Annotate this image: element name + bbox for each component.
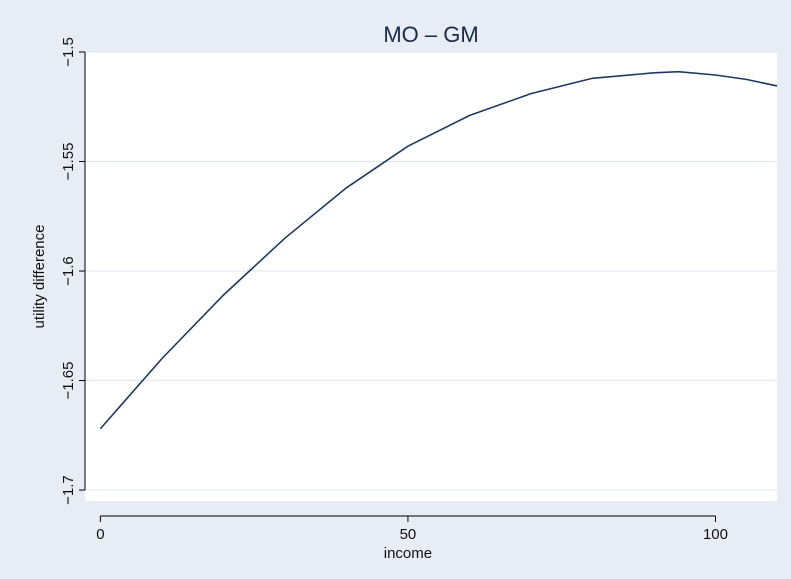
x-tick-label: 0 (96, 526, 104, 543)
x-tick-label: 50 (400, 526, 417, 543)
grid-lines (85, 51, 777, 491)
y-tick-label: −1.7 (60, 475, 77, 505)
y-axis: −1.5 −1.55 −1.6 −1.65 −1.7 (60, 37, 86, 505)
plot-area (85, 52, 777, 501)
x-axis-label: income (384, 545, 432, 562)
y-tick-label: −1.6 (60, 256, 77, 286)
y-axis-label: utility difference (31, 225, 48, 329)
chart-title: MO – GM (383, 22, 478, 47)
y-tick-label: −1.65 (60, 362, 77, 400)
x-axis: 0 50 100 (96, 515, 728, 543)
x-tick-label: 100 (703, 526, 728, 543)
series-line (99, 70, 778, 430)
y-tick-label: −1.5 (60, 37, 77, 67)
y-tick-label: −1.55 (60, 143, 77, 181)
